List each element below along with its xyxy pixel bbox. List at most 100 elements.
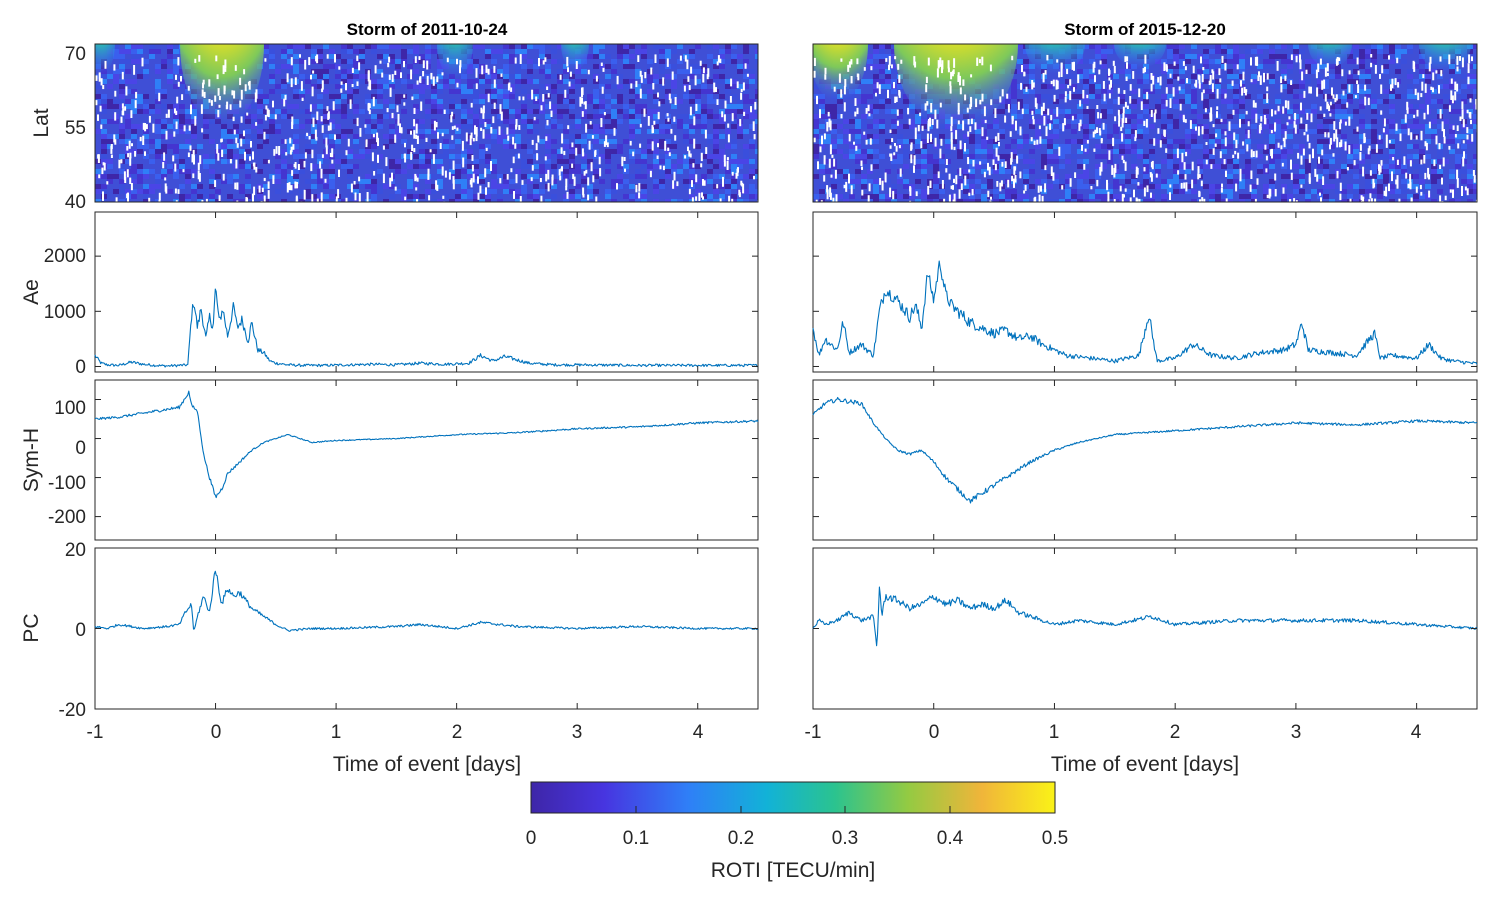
heatmap-cell <box>611 149 617 154</box>
heatmap-cell <box>891 154 897 159</box>
heatmap-cell <box>1317 144 1323 149</box>
heatmap-cell <box>695 159 701 164</box>
heatmap-cell <box>113 74 119 79</box>
heatmap-cell <box>1251 189 1257 194</box>
heatmap-gap <box>549 101 552 110</box>
heatmap-cell <box>1473 79 1477 84</box>
heatmap-cell <box>1305 194 1311 199</box>
heatmap-cell <box>299 59 305 64</box>
heatmap-cell <box>1035 94 1041 99</box>
heatmap-cell <box>659 84 665 89</box>
heatmap-cell <box>533 64 539 69</box>
heatmap-gap <box>531 139 534 145</box>
heatmap-gap <box>1223 159 1226 165</box>
heatmap-cell <box>287 179 293 184</box>
heatmap-cell <box>485 124 491 129</box>
heatmap-cell <box>1269 134 1275 139</box>
heatmap-gap <box>707 68 710 77</box>
heatmap-gap <box>736 81 739 88</box>
heatmap-gap <box>1092 131 1095 138</box>
heatmap-cell <box>581 164 587 169</box>
heatmap-cell <box>1041 84 1047 89</box>
heatmap-cell <box>813 129 819 134</box>
heatmap-cell <box>497 74 503 79</box>
heatmap-cell <box>347 184 353 189</box>
heatmap-cell <box>1359 49 1365 54</box>
heatmap-cell <box>611 84 617 89</box>
heatmap-cell <box>599 179 605 184</box>
heatmap-gap <box>974 122 977 130</box>
heatmap-cell <box>317 169 323 174</box>
heatmap-cell <box>653 184 659 189</box>
heatmap-cell <box>737 199 743 202</box>
heatmap-cell <box>1197 169 1203 174</box>
heatmap-cell <box>605 114 611 119</box>
heatmap-cell <box>1203 59 1209 64</box>
heatmap-cell <box>167 164 173 169</box>
heatmap-cell <box>203 164 209 169</box>
heatmap-cell <box>1269 124 1275 129</box>
heatmap-cell <box>1293 104 1299 109</box>
heatmap-gap <box>381 72 384 78</box>
heatmap-cell <box>1173 164 1179 169</box>
heatmap-cell <box>867 64 873 69</box>
heatmap-gap <box>1178 86 1181 91</box>
heatmap-cell <box>191 189 197 194</box>
heatmap-cell <box>611 74 617 79</box>
heatmap-cell <box>359 54 365 59</box>
heatmap-cell <box>629 54 635 59</box>
heatmap-cell <box>1257 144 1263 149</box>
heatmap-cell <box>1053 99 1059 104</box>
heatmap-cell <box>137 94 143 99</box>
heatmap-cell <box>749 184 755 189</box>
heatmap-cell <box>317 184 323 189</box>
heatmap-cell <box>1221 164 1227 169</box>
heatmap-cell <box>563 109 569 114</box>
heatmap-cell <box>233 174 239 179</box>
heatmap-cell <box>1137 154 1143 159</box>
heatmap-cell <box>107 74 113 79</box>
heatmap-cell <box>365 124 371 129</box>
heatmap-cell <box>1131 164 1137 169</box>
heatmap-cell <box>287 44 293 49</box>
heatmap-gap <box>351 67 354 73</box>
heatmap-gap <box>621 156 624 167</box>
heatmap-cell <box>437 89 443 94</box>
heatmap-cell <box>1197 164 1203 169</box>
heatmap-cell <box>1347 99 1353 104</box>
heatmap-cell <box>1233 164 1239 169</box>
heatmap-gap <box>335 196 338 202</box>
heatmap-gap <box>687 146 689 152</box>
heatmap-cell <box>1371 54 1377 59</box>
heatmap-gap <box>1234 150 1237 155</box>
heatmap-cell <box>365 139 371 144</box>
heatmap-cell <box>413 154 419 159</box>
heatmap-gap <box>199 155 202 165</box>
heatmap-cell <box>677 169 683 174</box>
heatmap-hotspot <box>1308 44 1352 68</box>
heatmap-cell <box>533 154 539 159</box>
heatmap-cell <box>425 54 431 59</box>
heatmap-gap <box>702 73 705 83</box>
heatmap-cell <box>831 149 837 154</box>
heatmap-cell <box>671 79 677 84</box>
heatmap-cell <box>353 139 359 144</box>
heatmap-cell <box>113 189 119 194</box>
heatmap-cell <box>323 169 329 174</box>
heatmap-cell <box>605 79 611 84</box>
heatmap-cell <box>359 129 365 134</box>
heatmap-cell <box>1323 104 1329 109</box>
heatmap-gap <box>987 162 989 171</box>
heatmap-cell <box>1299 79 1305 84</box>
heatmap-cell <box>819 164 825 169</box>
heatmap-cell <box>179 164 185 169</box>
heatmap-cell <box>317 49 323 54</box>
heatmap-cell <box>969 154 975 159</box>
heatmap-gap <box>416 135 419 144</box>
heatmap-cell <box>401 49 407 54</box>
heatmap-gap <box>1359 152 1362 161</box>
heatmap-gap <box>1394 78 1397 86</box>
heatmap-cell <box>1389 119 1395 124</box>
heatmap-gap <box>1247 129 1250 139</box>
